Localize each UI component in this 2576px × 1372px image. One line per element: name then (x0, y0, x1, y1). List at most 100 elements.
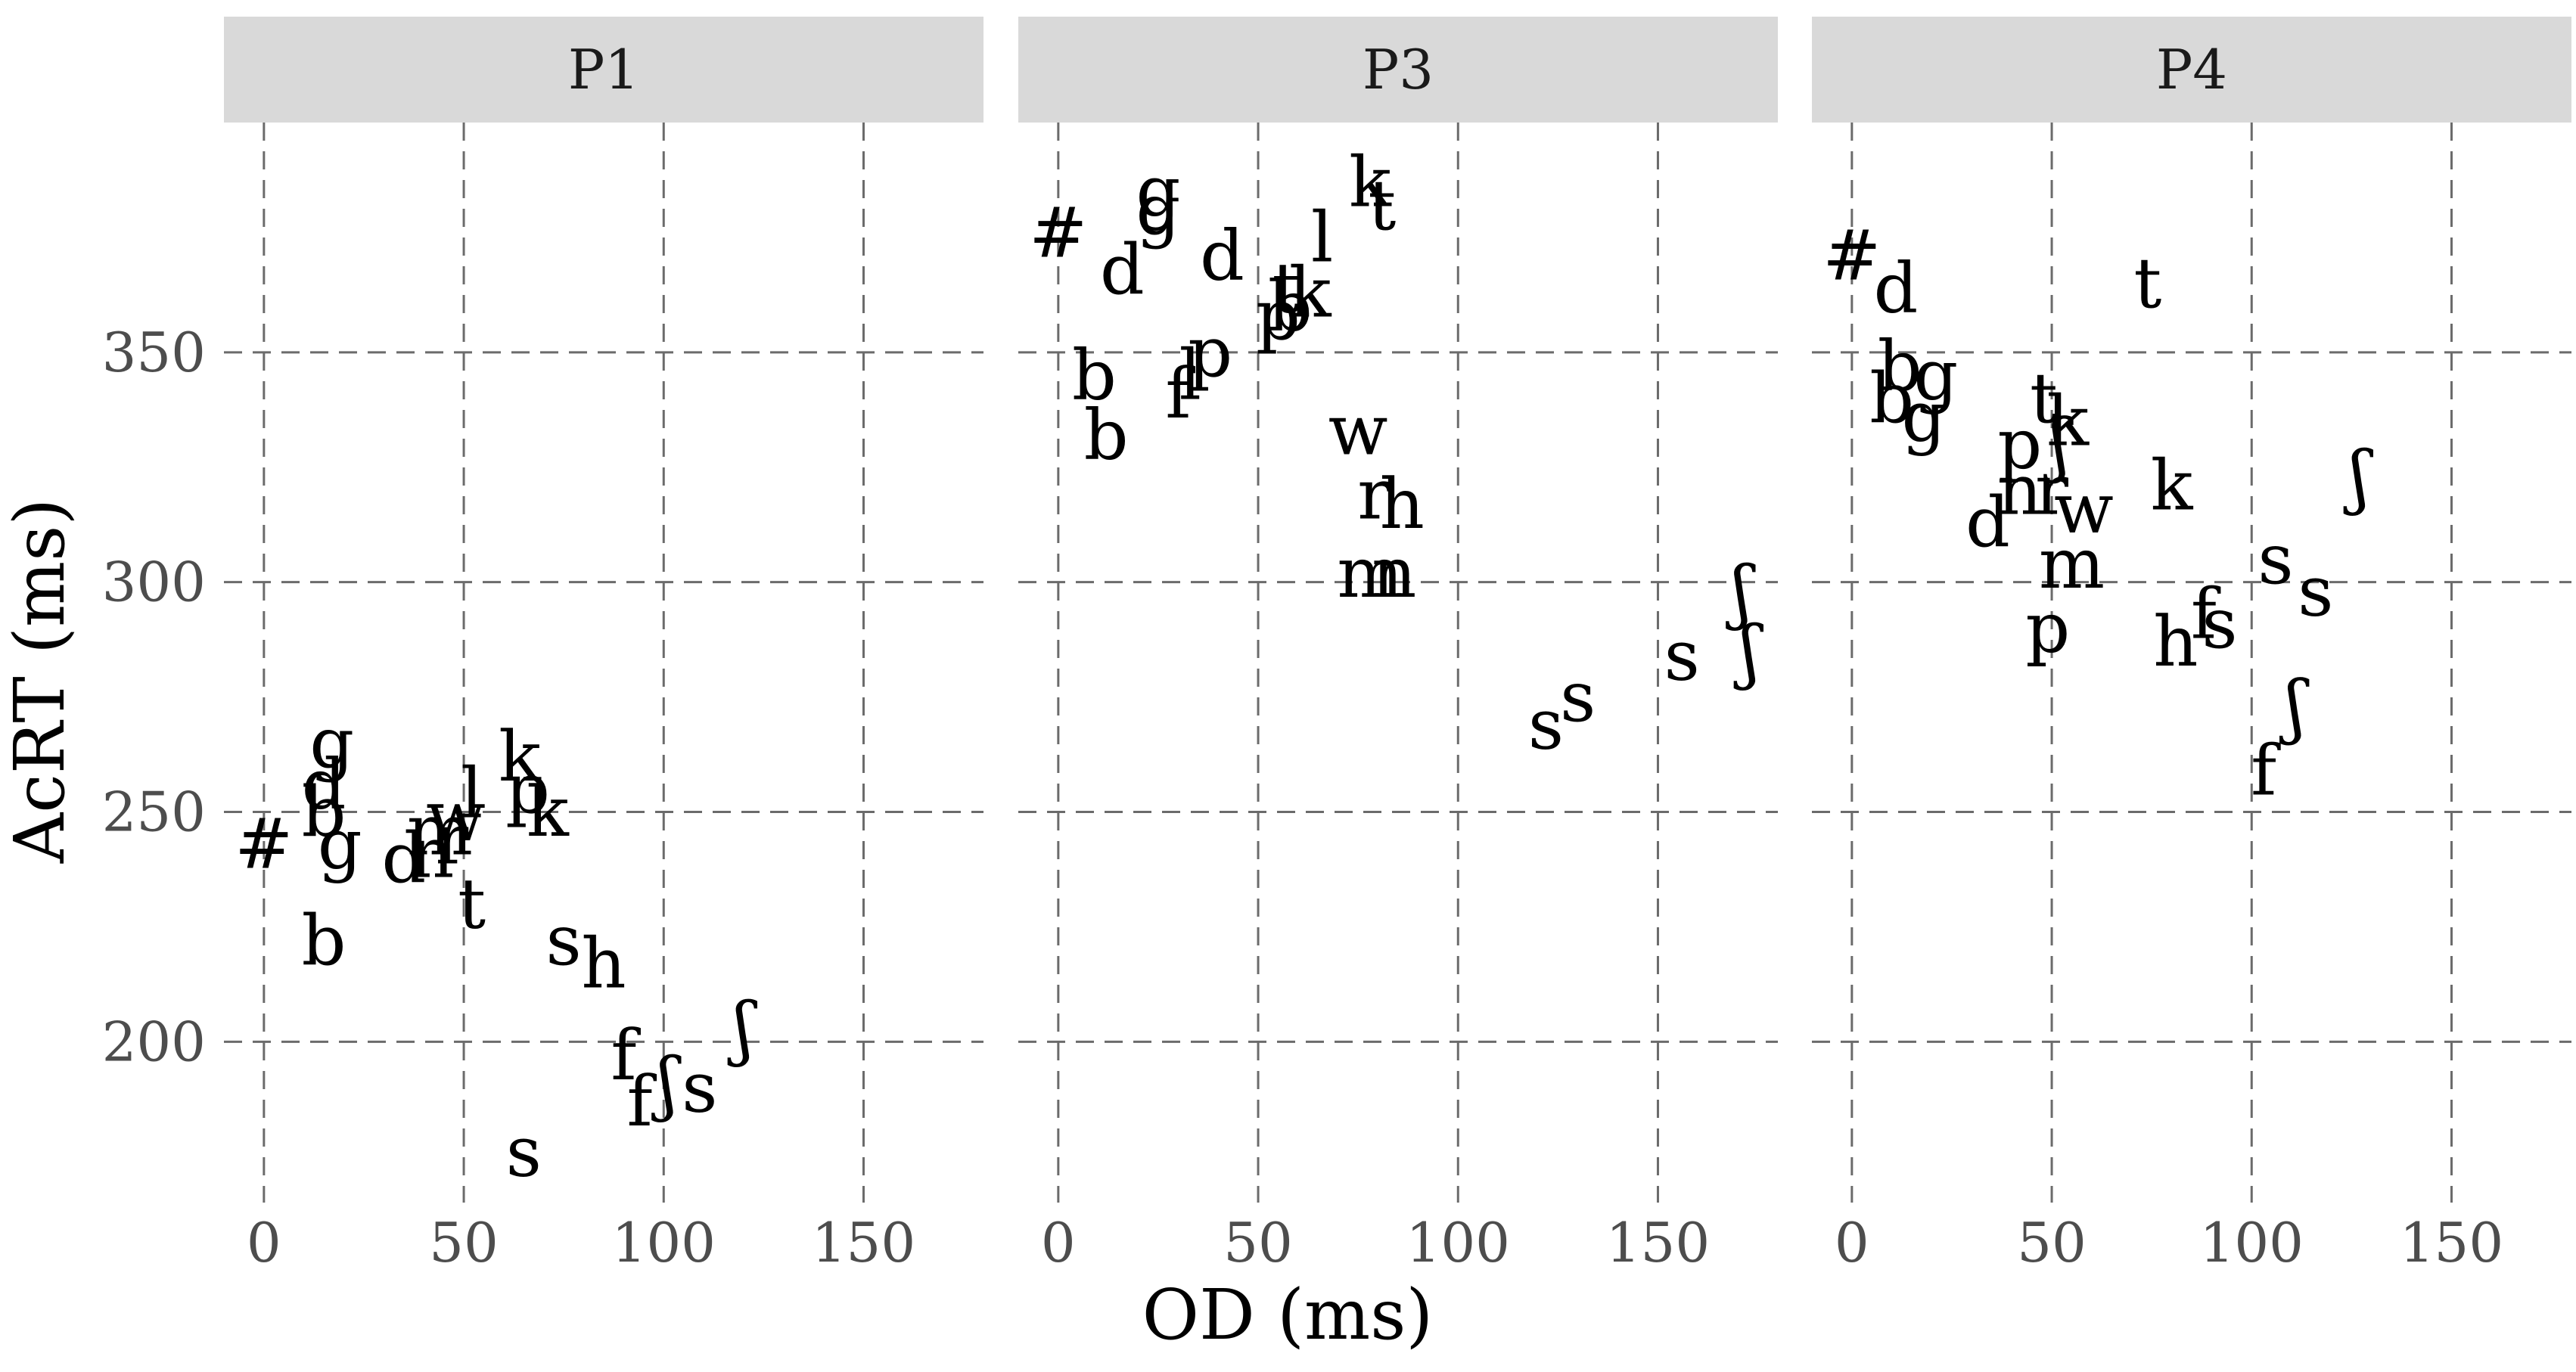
data-point-label: d (302, 744, 346, 825)
data-point-label: # (1029, 192, 1087, 273)
data-point-label: w (2054, 468, 2114, 549)
panel-strip-label: P3 (1363, 38, 1434, 101)
data-point-label: l (1311, 197, 1333, 278)
data-point-label: d (1100, 229, 1145, 310)
x-tick-label: 150 (1606, 1211, 1710, 1274)
data-point-label: f (2191, 574, 2221, 655)
data-point-label: f (611, 1015, 641, 1096)
data-point-label: m (2039, 523, 2105, 604)
data-point-label: s (1664, 615, 1700, 696)
data-point-label: s (2257, 519, 2293, 600)
data-point-label: g (318, 804, 362, 885)
data-point-label: t (1272, 247, 1300, 328)
data-point-label: k (2151, 445, 2194, 526)
data-point-label: s (682, 1048, 717, 1128)
data-point-label: d (1200, 216, 1244, 296)
data-point-label: b (1869, 358, 1914, 439)
data-point-label: b (1878, 326, 1922, 407)
data-point-label: ʃ (2343, 436, 2373, 517)
data-point-label: t (458, 864, 486, 945)
x-axis-title: OD (ms) (1142, 1274, 1434, 1355)
data-point-label: f (2251, 730, 2281, 811)
data-point-label: ʃ (651, 1043, 682, 1124)
panel-strip (1018, 17, 1778, 123)
data-point-label: n (1372, 532, 1416, 613)
data-point-label: d (1874, 247, 1919, 328)
data-point-label: k (2046, 380, 2090, 461)
data-point-label: b (1268, 266, 1313, 347)
data-point-label: s (1528, 684, 1564, 765)
data-point-label: p (1188, 312, 1232, 393)
data-point-label: ʃ (727, 988, 757, 1069)
data-point-label: s (546, 900, 582, 981)
data-point-label: p (1256, 275, 1300, 356)
data-point-label: # (1822, 216, 1881, 296)
x-tick-label: 100 (612, 1211, 716, 1274)
data-point-label: r (1357, 455, 1391, 535)
data-point-label: k (499, 716, 542, 797)
data-point-label: g (1136, 151, 1180, 232)
data-point-label: m (407, 790, 473, 871)
x-tick-label: 0 (247, 1211, 281, 1274)
data-point-label: b (302, 771, 346, 852)
data-point-label: h (2153, 601, 2198, 682)
data-point-label: g (309, 703, 354, 784)
data-point-label: r (435, 799, 468, 880)
data-point-label: n (1997, 450, 2042, 531)
y-tick-label: 350 (102, 321, 206, 384)
data-point-label: l (461, 753, 483, 834)
panel-strip-label: P1 (568, 38, 639, 101)
data-point-label: s (506, 1112, 542, 1193)
data-point-label: f (627, 1061, 657, 1142)
data-point-label: t (2133, 243, 2161, 324)
panel-strip (1812, 17, 2571, 123)
data-point-label: k (1289, 252, 1332, 333)
data-point-label: ʃ (2279, 666, 2310, 747)
data-point-label: w (426, 776, 486, 857)
data-point-label: h (581, 923, 626, 1004)
data-point-label: g (1902, 376, 1947, 457)
panel-strip (224, 17, 983, 123)
x-tick-label: 0 (1835, 1211, 1869, 1274)
data-point-label: g (1136, 169, 1180, 250)
data-point-label: b (1072, 335, 1117, 416)
x-tick-label: 150 (812, 1211, 915, 1274)
y-tick-label: 200 (102, 1010, 206, 1073)
data-point-label: n (409, 813, 454, 894)
x-tick-label: 100 (1406, 1211, 1510, 1274)
panel-strip-label: P4 (2156, 38, 2227, 101)
data-point-label: d (1965, 482, 2010, 563)
data-point-label: r (2035, 450, 2068, 531)
x-tick-label: 100 (2200, 1211, 2304, 1274)
data-point-label: k (527, 771, 570, 852)
data-point-label: s (1560, 657, 1596, 737)
y-tick-label: 300 (102, 551, 206, 614)
data-point-label: p (2025, 588, 2070, 669)
data-point-label: # (235, 804, 293, 885)
data-point-label: b (1084, 395, 1129, 476)
data-point-label: m (1337, 532, 1403, 613)
data-point-label: l (1179, 335, 1201, 416)
x-tick-label: 50 (2017, 1211, 2087, 1274)
data-point-label: w (1328, 390, 1388, 471)
data-point-label: s (2202, 583, 2237, 664)
data-point-label: t (2030, 358, 2058, 439)
data-point-label: p (505, 749, 550, 830)
y-tick-label: 250 (102, 780, 206, 843)
data-point-label: b (302, 900, 346, 981)
data-point-label: t (1368, 165, 1396, 246)
data-point-label: s (2298, 551, 2333, 632)
data-point-label: p (1997, 404, 2042, 485)
x-tick-label: 0 (1041, 1211, 1076, 1274)
data-point-label: h (1380, 464, 1425, 545)
x-tick-label: 150 (2400, 1211, 2503, 1274)
data-point-label: d (381, 818, 426, 899)
data-point-label: k (1349, 141, 1392, 222)
data-point-label: g (1913, 335, 1958, 416)
x-tick-label: 50 (1223, 1211, 1293, 1274)
